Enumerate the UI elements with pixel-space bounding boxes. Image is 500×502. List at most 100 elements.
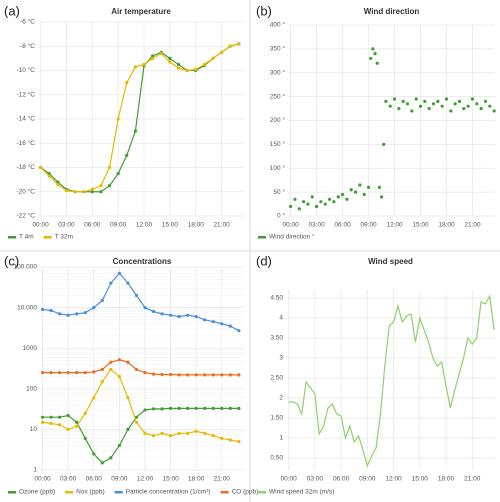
y-tick-label: 0.50 [270,455,283,462]
point [492,109,496,113]
point [109,456,113,460]
point [92,306,96,310]
point [83,411,87,415]
y-tick-label: -8 °C [20,42,35,50]
y-tick-label: -10 °C [17,66,36,74]
point [373,52,377,56]
point [168,56,172,60]
x-tick-label: 06:00 [84,222,101,229]
point [457,99,462,103]
point [56,182,60,187]
point [92,396,96,400]
point [194,67,198,71]
point [177,373,181,377]
point [440,104,444,108]
y-tick-label: -18 °C [17,163,36,171]
point [202,62,206,67]
legend-label: Wind speed 32m (m/s) [269,489,334,496]
point [194,406,198,410]
point [340,192,345,197]
point [237,329,241,333]
chart-title: Air temperature [111,7,171,16]
point [220,322,224,326]
point [151,54,155,58]
y-tick-label: 200 ° [270,116,286,124]
legend-swatch [65,491,74,494]
y-tick-label: 300 ° [270,68,286,76]
y-tick-label: 100 [26,386,37,393]
point [40,420,45,424]
y-tick-label: 100 ° [270,164,286,172]
x-tick-label: 12:00 [385,476,402,483]
point [382,142,386,146]
legend-label: T 32m [55,234,73,241]
point [100,461,104,465]
point [319,200,323,204]
point [58,423,62,427]
point [133,129,137,133]
y-tick-label: 4 [279,315,283,322]
chart-title: Wind direction [364,7,420,16]
point [151,407,156,411]
point [323,202,327,206]
point [397,106,401,111]
point [237,406,241,410]
point [100,380,104,384]
legend-label: Ozone (ppb) [19,489,55,496]
point [203,373,207,377]
point [466,104,470,108]
point [453,102,457,106]
point [211,56,215,60]
series-line [288,294,495,468]
point [126,396,130,400]
point [194,315,198,319]
x-tick-label: 06:00 [334,222,351,229]
panel-label: (c) [4,253,19,268]
x-tick-label: 15:00 [412,222,429,229]
point [160,312,164,316]
legend-label: Particle concentration (1/cm³) [126,489,211,496]
point [306,202,310,206]
point [159,51,163,56]
point [371,47,375,51]
x-tick-label: 18:00 [438,222,455,229]
point [377,185,381,189]
y-tick-label: 10.000 [17,304,37,311]
x-tick-label: 12:00 [386,222,403,229]
legend-label: Nox (ppb) [76,489,105,496]
x-tick-label: 00:00 [32,222,49,229]
point [301,200,306,204]
point [117,443,121,448]
point [90,190,94,194]
point [362,192,366,197]
y-tick-label: -22 °C [17,212,36,220]
point [75,424,79,428]
point [483,99,488,103]
point [143,431,147,435]
y-tick-label: 1000 [23,345,38,352]
x-tick-label: 06:00 [333,476,350,483]
point [75,312,79,316]
point [288,204,293,209]
y-tick-label: 350 ° [270,45,286,53]
point [436,99,440,103]
point [332,200,336,204]
point [66,371,70,375]
point [410,109,414,113]
point [353,190,358,194]
x-tick-label: 03:00 [308,222,325,229]
point [194,373,198,377]
point [488,104,492,108]
point [109,281,113,285]
point [116,171,120,176]
point [117,271,121,275]
point [66,313,70,317]
point [126,427,130,431]
point [151,56,155,60]
point [297,207,301,211]
point [449,109,453,113]
point [168,434,173,438]
y-tick-label: 0 ° [277,212,285,220]
y-tick-label: -14 °C [17,115,36,123]
legend-swatch [114,491,123,494]
